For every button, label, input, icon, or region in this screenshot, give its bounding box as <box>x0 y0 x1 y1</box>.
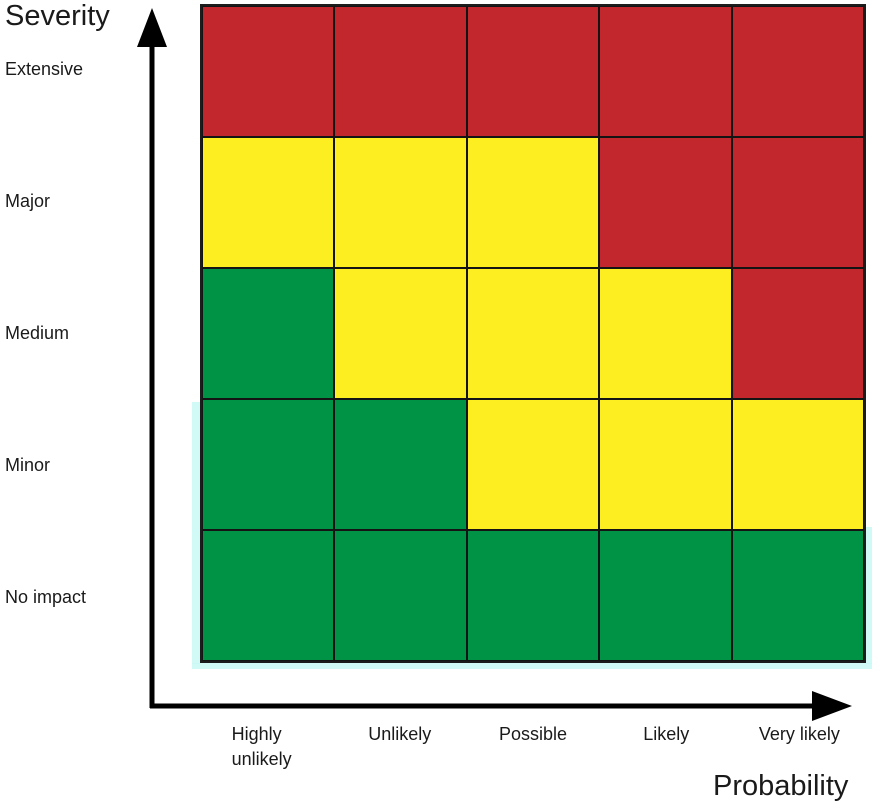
x-axis-labels: Highly unlikely Unlikely Possible Likely Ver… <box>200 722 866 772</box>
matrix-cell-red <box>466 6 600 137</box>
x-tick-label: Highly unlikely <box>231 724 292 770</box>
x-tick-label: Likely <box>643 724 690 744</box>
y-tick-label: Medium <box>5 322 70 343</box>
y-axis-title: Severity <box>5 0 110 32</box>
matrix-cell-yellow <box>334 137 467 268</box>
matrix-cell-green <box>334 530 467 661</box>
x-tick-label: Very likely <box>758 724 840 744</box>
matrix-cell-green <box>334 399 467 530</box>
matrix-cell-red <box>599 6 732 137</box>
matrix-cell-green <box>599 530 732 661</box>
matrix-cell-yellow <box>599 399 732 530</box>
matrix-cell-yellow <box>334 268 467 399</box>
matrix-cell-green <box>731 530 864 661</box>
matrix-cell-red <box>731 268 864 399</box>
matrix-cell-red <box>731 137 864 268</box>
matrix-cell-red <box>599 137 732 268</box>
matrix-cell-yellow <box>466 137 600 268</box>
probability-axis-arrowhead-icon <box>812 691 852 721</box>
cyan-edge-artifact <box>192 663 872 669</box>
y-tick-label: No impact <box>5 586 87 607</box>
matrix-cell-yellow <box>599 268 732 399</box>
matrix-cell-yellow <box>202 137 335 268</box>
matrix-cell-red <box>202 6 335 137</box>
matrix-cell-red <box>731 6 864 137</box>
matrix-cell-yellow <box>466 268 600 399</box>
y-tick-label: Major <box>5 191 51 212</box>
y-tick-label: Extensive <box>5 59 84 80</box>
x-tick-label: Unlikely <box>368 724 432 744</box>
matrix-cell-green <box>466 530 600 661</box>
matrix-cell-green <box>202 399 335 530</box>
x-axis-title: Probability <box>713 770 849 802</box>
matrix-cell-green <box>202 530 335 661</box>
matrix-cell-yellow <box>466 399 600 530</box>
y-axis-labels: Extensive Major Medium Minor No impact <box>5 4 145 663</box>
matrix-cell-red <box>334 6 467 137</box>
cyan-edge-artifact <box>866 527 872 664</box>
matrix-cell-yellow <box>731 399 864 530</box>
risk-matrix-grid <box>200 4 866 663</box>
x-tick-label: Possible <box>498 724 568 744</box>
y-tick-label: Minor <box>5 454 51 475</box>
cyan-edge-artifact <box>192 402 200 664</box>
matrix-cell-green <box>202 268 335 399</box>
